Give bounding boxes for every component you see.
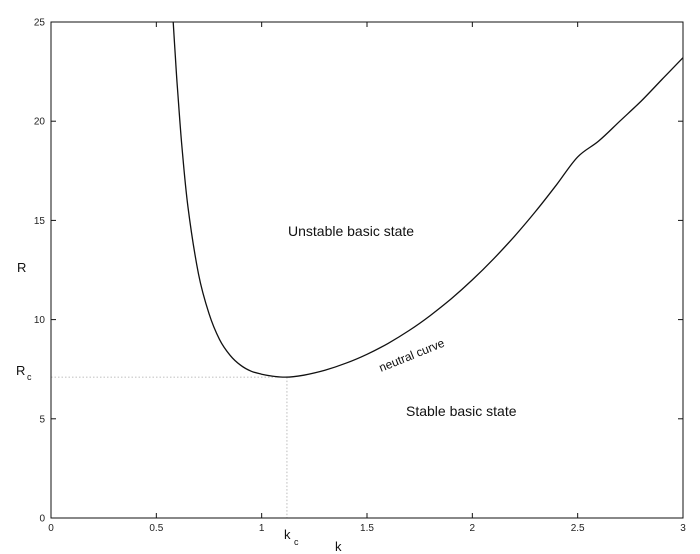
x-tick-label: 2 <box>470 523 476 534</box>
annotation-neutral-curve: neutral curve <box>377 336 447 375</box>
x-tick-label: 0 <box>48 523 54 534</box>
y-tick-label: 15 <box>34 216 46 227</box>
x-axis-title: k <box>335 539 342 554</box>
x-tick-label: 0.5 <box>149 523 163 534</box>
x-tick-label: 3 <box>680 523 686 534</box>
annotation-unstable: Unstable basic state <box>288 223 414 239</box>
svg-text:k: k <box>284 527 291 542</box>
neutral-curve-line <box>172 21 684 378</box>
critical-guides <box>51 376 288 518</box>
x-tick-label: 1 <box>259 523 265 534</box>
svg-text:c: c <box>294 537 299 547</box>
annotation-stable: Stable basic state <box>406 403 517 419</box>
ticks-layer: 0 0.5 1 1.5 2 2.5 3 0 5 10 15 20 25 <box>34 18 686 535</box>
svg-text:c: c <box>27 372 32 382</box>
x-tick-label: 1.5 <box>360 523 374 534</box>
y-tick-label: 10 <box>34 315 46 326</box>
y-tick-label: 0 <box>39 514 45 525</box>
y-axis-title: R <box>17 260 26 275</box>
y-tick-label: 25 <box>34 18 46 29</box>
critical-k-label: k c <box>284 527 299 547</box>
critical-r-label: R c <box>16 363 32 382</box>
x-tick-label: 2.5 <box>571 523 585 534</box>
y-tick-label: 5 <box>39 414 45 425</box>
y-tick-label: 20 <box>34 117 46 128</box>
svg-text:R: R <box>16 363 25 378</box>
plot-frame <box>50 21 684 519</box>
